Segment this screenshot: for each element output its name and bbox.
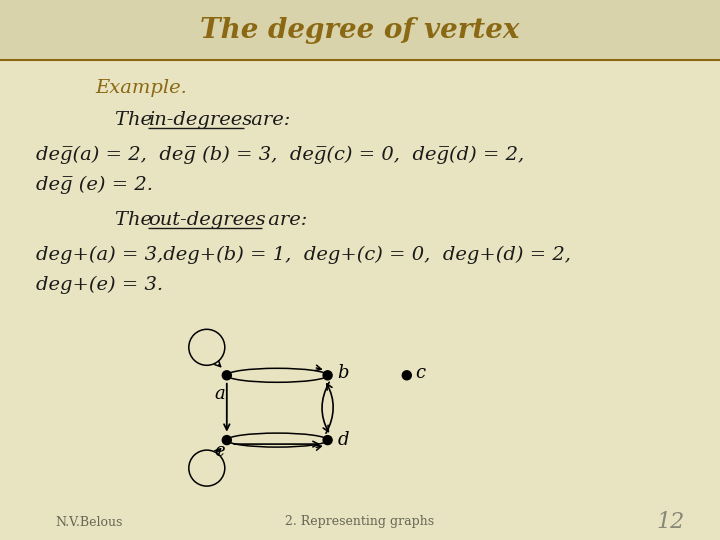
Text: out-degrees: out-degrees: [148, 211, 266, 229]
Text: are:: are:: [262, 211, 307, 229]
Text: deg̅(a) = 2,  deg̅ (b) = 3,  deg̅(c) = 0,  deg̅(d) = 2,: deg̅(a) = 2, deg̅ (b) = 3, deg̅(c) = 0, …: [36, 146, 524, 164]
Text: 12: 12: [657, 511, 685, 533]
Text: The: The: [115, 211, 158, 229]
Text: 2. Representing graphs: 2. Representing graphs: [285, 516, 435, 529]
Text: c: c: [415, 364, 425, 382]
FancyBboxPatch shape: [0, 0, 720, 60]
Text: The degree of vertex: The degree of vertex: [200, 17, 520, 44]
Text: deg+(e) = 3.: deg+(e) = 3.: [36, 276, 163, 294]
Text: in-degrees: in-degrees: [148, 111, 252, 129]
Circle shape: [323, 436, 332, 444]
Circle shape: [323, 371, 332, 380]
Text: e: e: [215, 442, 225, 460]
Text: deg̅ (e) = 2.: deg̅ (e) = 2.: [36, 176, 153, 194]
Text: a: a: [215, 386, 225, 403]
Text: Example.: Example.: [95, 79, 187, 97]
Text: The: The: [115, 111, 158, 129]
Text: N.V.Belous: N.V.Belous: [55, 516, 122, 529]
Text: are:: are:: [245, 111, 290, 129]
Text: b: b: [338, 364, 349, 382]
Text: deg+(a) = 3,deg+(b) = 1,  deg+(c) = 0,  deg+(d) = 2,: deg+(a) = 3,deg+(b) = 1, deg+(c) = 0, de…: [36, 246, 571, 264]
Circle shape: [402, 371, 411, 380]
Text: d: d: [338, 431, 349, 449]
Circle shape: [222, 436, 231, 444]
Circle shape: [222, 371, 231, 380]
